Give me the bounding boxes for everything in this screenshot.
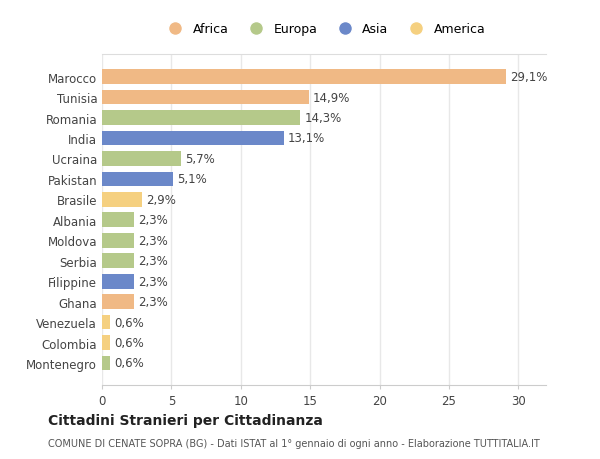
Text: Cittadini Stranieri per Cittadinanza: Cittadini Stranieri per Cittadinanza: [48, 414, 323, 428]
Bar: [102, 315, 110, 330]
Legend: Africa, Europa, Asia, America: Africa, Europa, Asia, America: [158, 18, 490, 41]
Bar: [102, 172, 173, 187]
Bar: [102, 111, 301, 126]
Text: 2,3%: 2,3%: [138, 275, 168, 288]
Bar: [102, 131, 284, 146]
Text: 14,9%: 14,9%: [313, 91, 350, 104]
Bar: [102, 90, 309, 105]
Bar: [102, 274, 134, 289]
Text: 2,9%: 2,9%: [146, 193, 176, 207]
Bar: [102, 152, 181, 167]
Text: 0,6%: 0,6%: [115, 316, 144, 329]
Text: 2,3%: 2,3%: [138, 296, 168, 308]
Bar: [102, 336, 110, 350]
Text: 0,6%: 0,6%: [115, 357, 144, 369]
Text: 2,3%: 2,3%: [138, 234, 168, 247]
Text: 29,1%: 29,1%: [510, 71, 547, 84]
Bar: [102, 356, 110, 370]
Text: COMUNE DI CENATE SOPRA (BG) - Dati ISTAT al 1° gennaio di ogni anno - Elaborazio: COMUNE DI CENATE SOPRA (BG) - Dati ISTAT…: [48, 438, 540, 448]
Text: 5,7%: 5,7%: [185, 152, 215, 166]
Bar: [102, 295, 134, 309]
Bar: [102, 213, 134, 228]
Bar: [102, 70, 506, 85]
Bar: [102, 193, 142, 207]
Text: 0,6%: 0,6%: [115, 336, 144, 349]
Text: 2,3%: 2,3%: [138, 255, 168, 268]
Text: 5,1%: 5,1%: [177, 173, 206, 186]
Bar: [102, 254, 134, 269]
Text: 14,3%: 14,3%: [305, 112, 342, 125]
Text: 2,3%: 2,3%: [138, 214, 168, 227]
Bar: [102, 233, 134, 248]
Text: 13,1%: 13,1%: [288, 132, 325, 145]
